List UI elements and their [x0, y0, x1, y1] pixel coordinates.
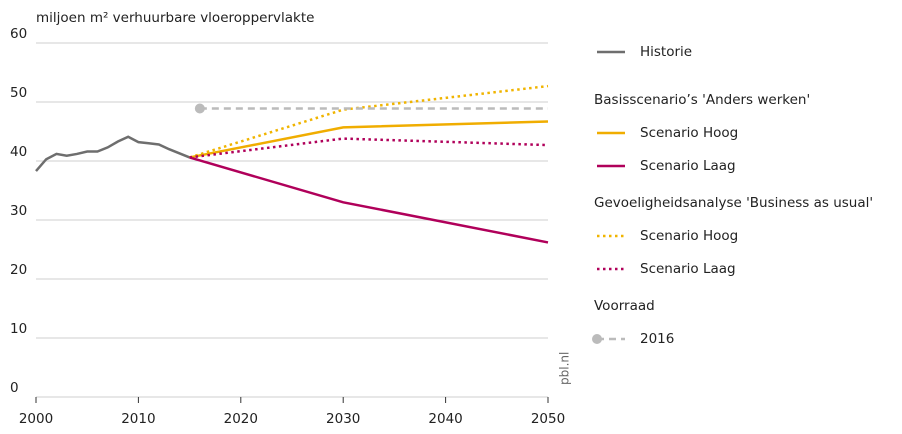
x-tick-label: 2010 [121, 411, 155, 427]
y-tick-label: 40 [10, 144, 27, 160]
y-tick-label: 20 [10, 262, 27, 278]
source-label: pbl.nl [558, 352, 572, 385]
legend-heading: Gevoeligheidsanalyse 'Business as usual' [594, 195, 873, 211]
legend-label: Scenario Hoog [640, 228, 738, 244]
y-tick-label: 10 [10, 321, 27, 337]
legend-label: Historie [640, 44, 692, 60]
legend-marker [592, 334, 602, 344]
x-tick-label: 2030 [326, 411, 360, 427]
legend-heading: Voorraad [594, 298, 655, 314]
x-tick-label: 2050 [531, 411, 565, 427]
legend-heading: Basisscenario’s 'Anders werken' [594, 92, 810, 108]
x-tick-label: 2020 [224, 411, 258, 427]
series-marker [194, 103, 205, 114]
series-line [189, 156, 549, 244]
series-line [189, 120, 549, 159]
legend-label: Scenario Laag [640, 158, 736, 174]
y-axis-label: miljoen m² verhuurbare vloeroppervlakte [36, 10, 314, 26]
x-tick-label: 2000 [19, 411, 53, 427]
series-line [35, 135, 191, 172]
y-tick-label: 30 [10, 203, 27, 219]
y-tick-label: 0 [10, 380, 19, 396]
legend-label: 2016 [640, 331, 674, 347]
y-tick-label: 50 [10, 85, 27, 101]
legend-label: Scenario Hoog [640, 125, 738, 141]
x-tick-label: 2040 [428, 411, 462, 427]
legend-label: Scenario Laag [640, 261, 736, 277]
y-tick-label: 60 [10, 26, 27, 42]
